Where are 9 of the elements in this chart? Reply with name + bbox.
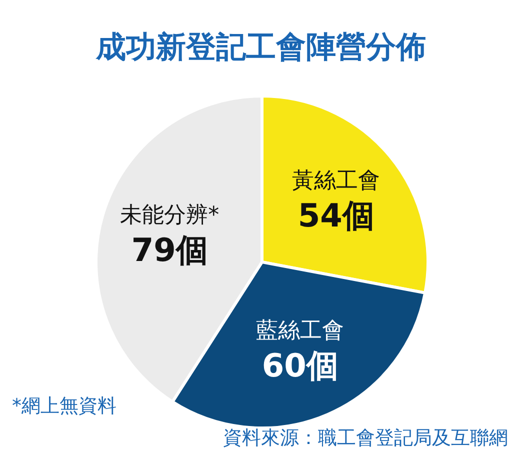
slice-label: 藍絲工會 xyxy=(256,318,344,344)
data-label: 79個 xyxy=(131,230,208,269)
data-label: 54個 xyxy=(298,196,374,235)
slice-label: 黃絲工會 xyxy=(292,168,380,194)
text: *網上無資料 xyxy=(12,395,116,417)
slice-label: 未能分辨* xyxy=(120,202,220,228)
chart-title: 成功新登記工會陣營分佈 xyxy=(95,30,426,65)
source-note: 資料來源：職工會登記局及互聯網 xyxy=(223,427,508,449)
data-label: 60個 xyxy=(262,346,338,384)
